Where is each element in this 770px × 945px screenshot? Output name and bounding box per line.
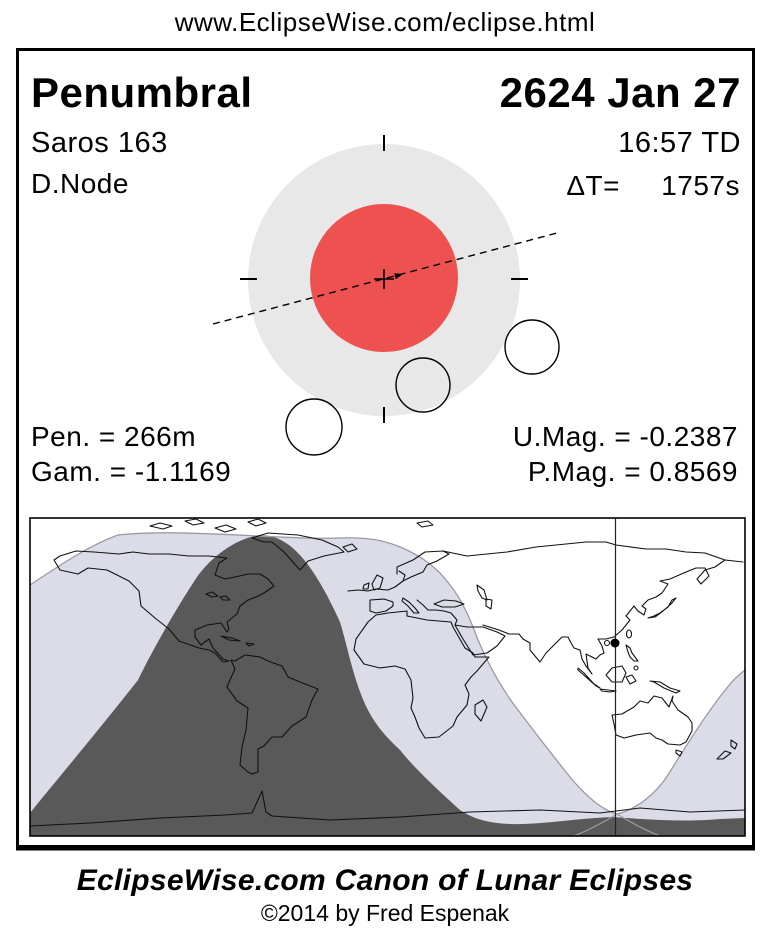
- footer-title: EclipseWise.com Canon of Lunar Eclipses: [77, 864, 694, 897]
- cardinal-ticks: [240, 135, 528, 423]
- delta-t-label: ΔT=: [566, 170, 620, 201]
- coastlines: [30, 518, 745, 827]
- saros-label: Saros 163: [31, 127, 168, 159]
- map-zone-day: [30, 518, 745, 814]
- shadow-center-cross-icon: [374, 269, 394, 289]
- eclipse-date: 2624 Jan 27: [500, 69, 741, 116]
- moon-contact-circles: [285, 319, 560, 456]
- eclipse-time: 16:57 TD: [618, 127, 741, 159]
- map-frame: [29, 517, 746, 837]
- eclipse-type-label: Penumbral: [31, 69, 253, 116]
- zone-boundary-tails: [573, 813, 661, 836]
- umbral-magnitude: U.Mag. = -0.2387: [513, 421, 738, 452]
- eclipse-stats: Pen. = 266m Gam. = -1.1169 U.Mag. = -0.2…: [31, 421, 738, 487]
- map-zone-night: [30, 535, 745, 836]
- browser-url-text: www.EclipseWise.com/eclipse.html: [174, 7, 596, 37]
- moon-path-arrow-icon: [394, 273, 403, 280]
- figure-footer: EclipseWise.com Canon of Lunar Eclipses …: [77, 864, 694, 926]
- moon-circle-greatest: [395, 357, 451, 413]
- gamma-value: Gam. = -1.1169: [31, 456, 231, 487]
- penumbral-magnitude: P.Mag. = 0.8569: [528, 456, 738, 487]
- penumbral-duration: Pen. = 266m: [31, 421, 196, 452]
- visibility-map: [29, 517, 746, 837]
- eclipse-geometry-diagram: [212, 135, 560, 456]
- moon-circle-first-contact: [285, 398, 343, 456]
- node-label: D.Node: [31, 168, 129, 199]
- card-header: Penumbral 2624 Jan 27 Saros 163 16:57 TD…: [31, 69, 741, 201]
- moon-circle-last-contact: [504, 319, 560, 375]
- delta-t-value: 1757s: [661, 170, 740, 201]
- zone-boundary-line: [30, 532, 745, 815]
- footer-copyright: ©2014 by Fred Espenak: [261, 900, 510, 926]
- zenith-point-dot: [610, 638, 620, 648]
